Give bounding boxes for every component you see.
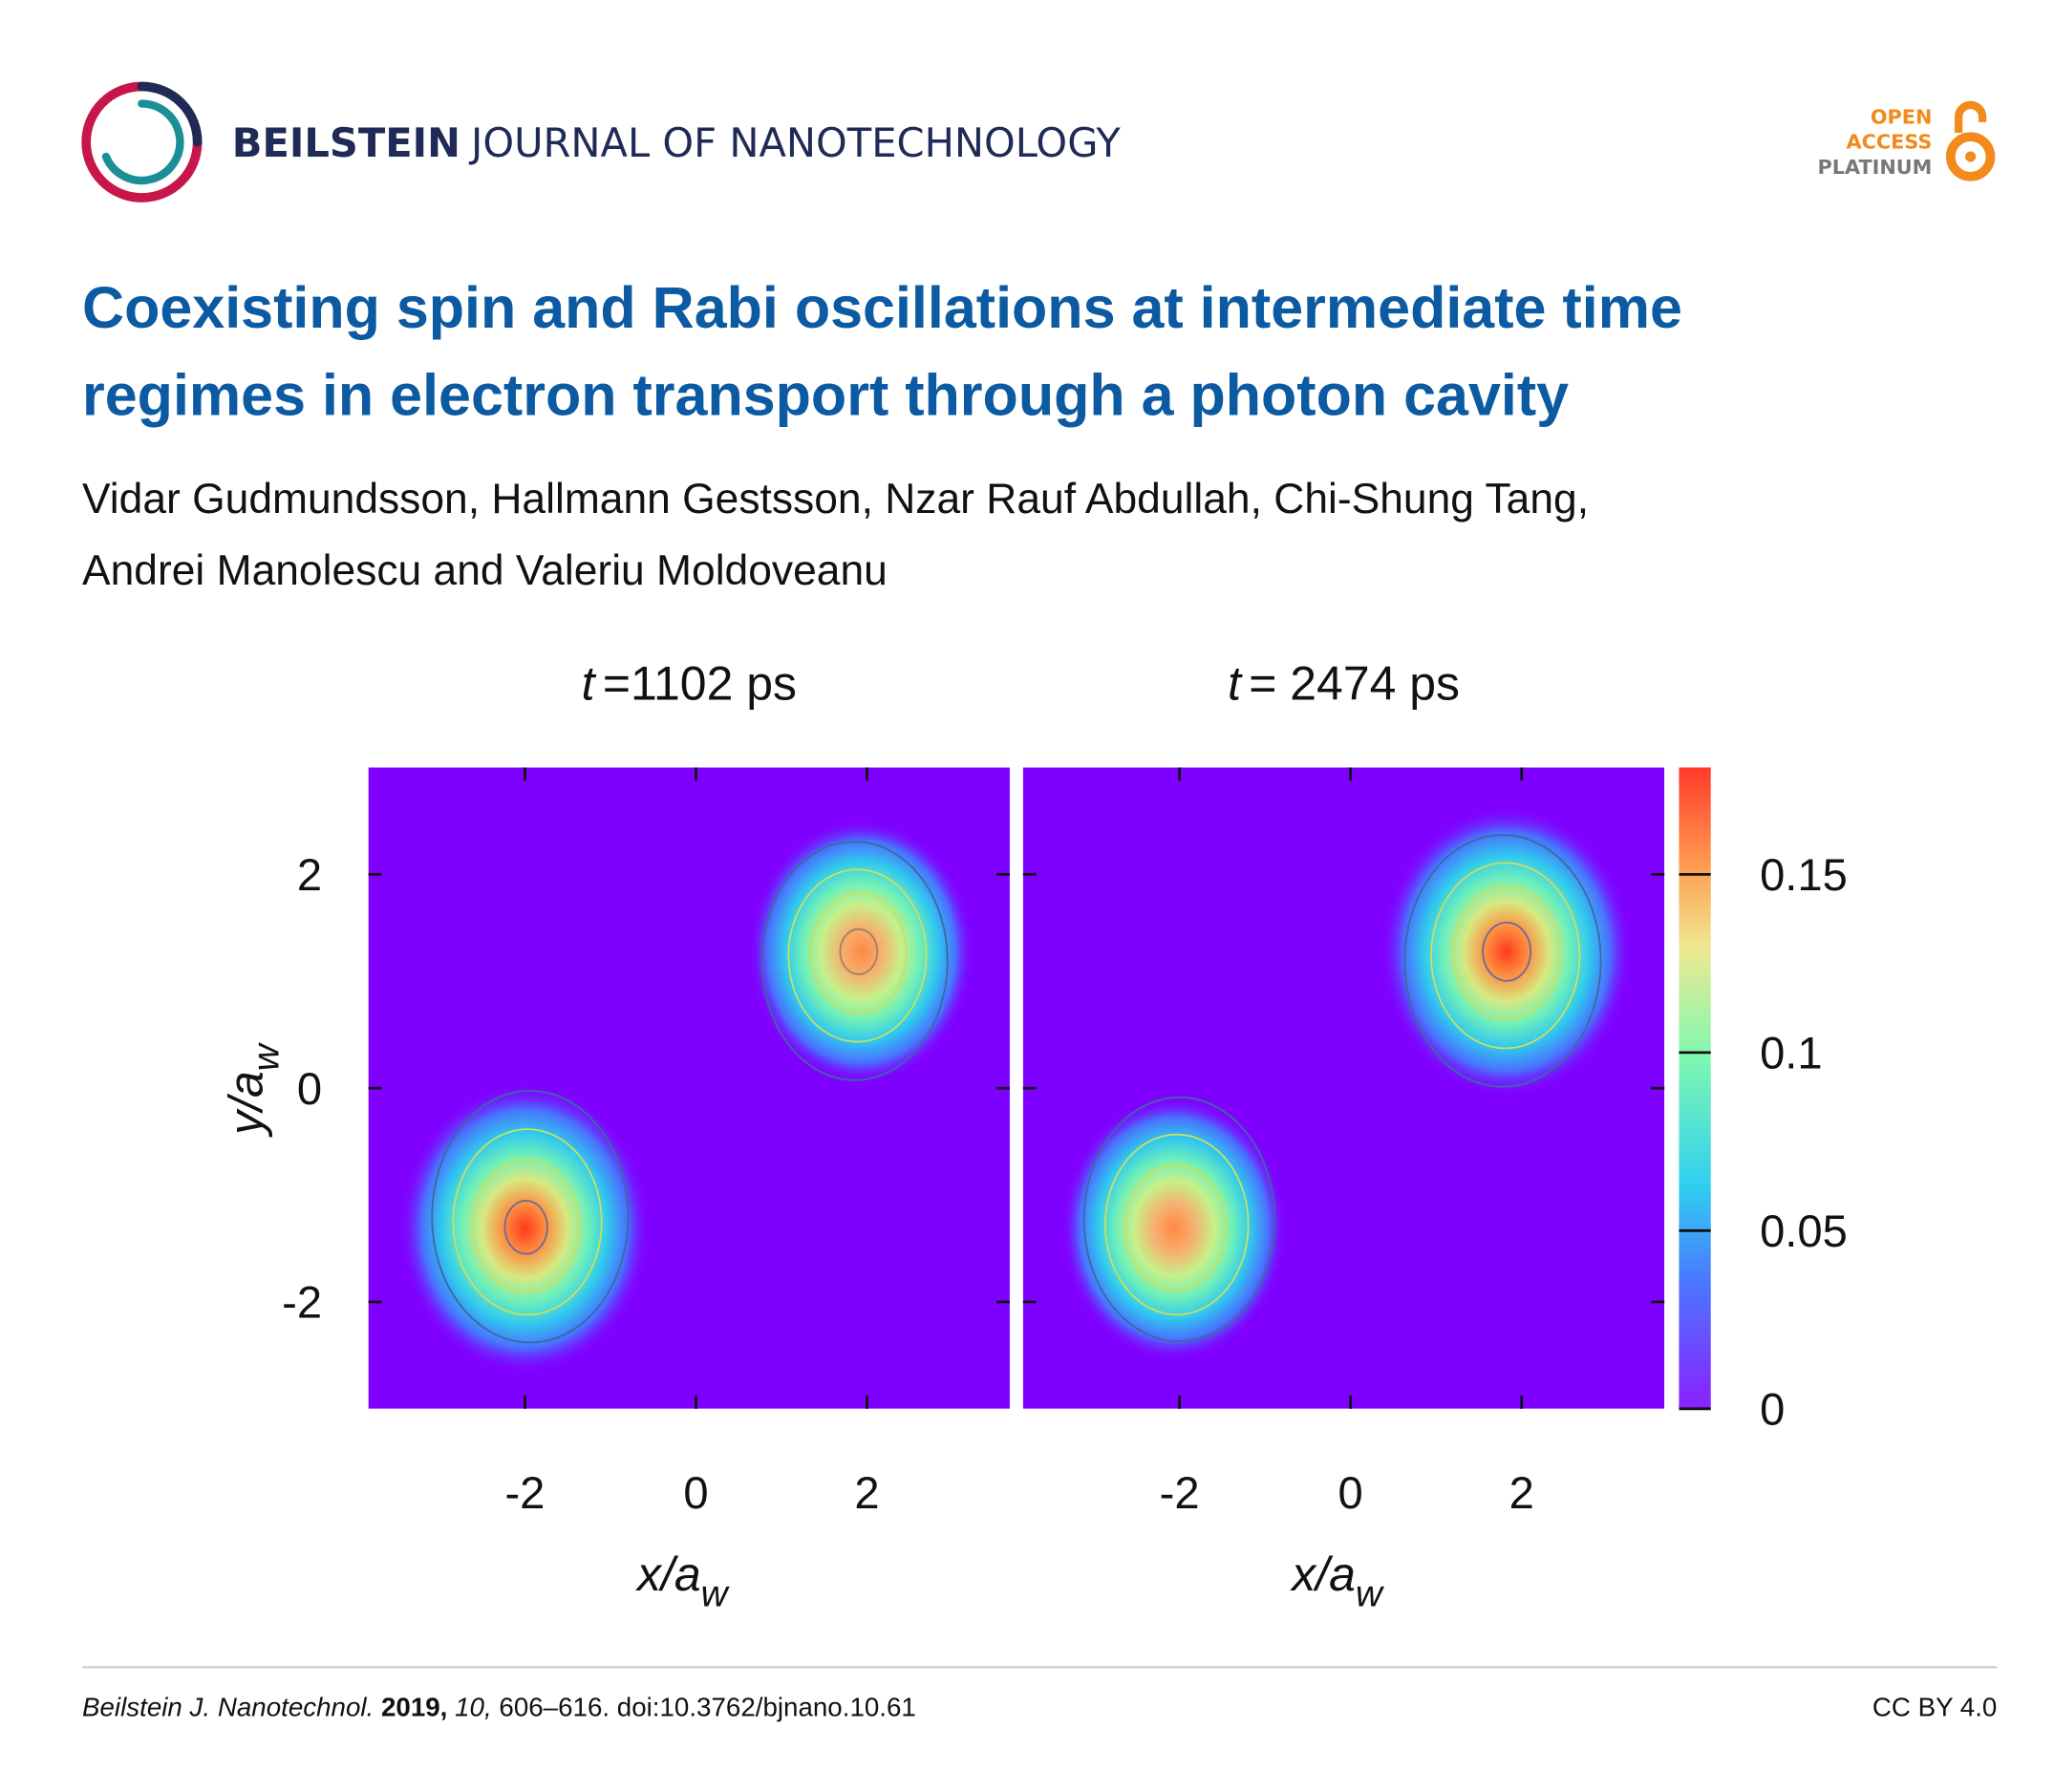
label-text: x/a xyxy=(1290,1547,1356,1601)
license: CC BY 4.0 xyxy=(1872,1693,1998,1722)
label-text: y/a xyxy=(220,1071,273,1138)
colorbar-tick-label: 0.05 xyxy=(1760,1205,1848,1256)
y-tick-label: -2 xyxy=(282,1277,322,1328)
label-text: x/a xyxy=(635,1547,701,1601)
authors-line: Andrei Manolescu and Valeriu Moldoveanu xyxy=(82,547,888,594)
heatmap-panel xyxy=(368,767,1010,1409)
panel-var: t xyxy=(1228,657,1243,711)
x-axis-label: x/aw xyxy=(1290,1547,1385,1615)
citation-journal: Beilstein J. Nanotechnol. xyxy=(82,1693,374,1722)
x-axis-label: x/aw xyxy=(635,1547,731,1615)
logo xyxy=(81,81,203,203)
panel-label: = 2474 ps xyxy=(1249,657,1460,711)
citation-volume: 10, xyxy=(455,1693,492,1722)
x-tick-label: 2 xyxy=(854,1467,879,1518)
panel-label: =1102 ps xyxy=(603,657,797,711)
panel-title: t = 2474 ps xyxy=(1228,657,1460,711)
x-tick-label: -2 xyxy=(504,1467,545,1518)
journal-name: BEILSTEIN JOURNAL OF NANOTECHNOLOGY xyxy=(232,119,1122,166)
colorbar xyxy=(1679,767,1711,1409)
y-tick-label: 2 xyxy=(297,849,322,900)
citation: Beilstein J. Nanotechnol. 2019, 10, 606–… xyxy=(82,1693,916,1722)
citation-rest: 606–616. doi:10.3762/bjnano.10.61 xyxy=(499,1693,915,1722)
citation-year: 2019, xyxy=(381,1693,447,1722)
journal-rest: JOURNAL OF NANOTECHNOLOGY xyxy=(468,119,1121,166)
x-tick-label: 2 xyxy=(1509,1467,1534,1518)
x-tick-label: 0 xyxy=(683,1467,708,1518)
badge-text: OPEN xyxy=(1871,105,1933,128)
authors-line: Vidar Gudmundsson, Hallmann Gestsson, Nz… xyxy=(82,476,1589,523)
label-sub: w xyxy=(1356,1573,1385,1614)
x-tick-label: -2 xyxy=(1160,1467,1200,1518)
x-tick-label: 0 xyxy=(1338,1467,1363,1518)
colorbar-tick-label: 0.15 xyxy=(1760,849,1848,900)
label-sub: w xyxy=(701,1573,731,1614)
badge-text: ACCESS xyxy=(1847,131,1933,154)
heatmap-panel xyxy=(1022,767,1665,1409)
badge-text: PLATINUM xyxy=(1817,156,1932,179)
title-line: Coexisting spin and Rabi oscillations at… xyxy=(82,275,1682,340)
journal-bold: BEILSTEIN xyxy=(232,119,460,166)
y-tick-label: 0 xyxy=(297,1063,322,1114)
y-axis-label: y/aw xyxy=(220,1041,288,1138)
panel-var: t xyxy=(582,657,597,711)
title-line: regimes in electron transport through a … xyxy=(82,362,1569,427)
colorbar-tick-label: 0.1 xyxy=(1760,1027,1823,1077)
panel-title: t =1102 ps xyxy=(582,657,797,711)
label-sub: w xyxy=(246,1041,287,1071)
oa-badge: OPEN ACCESS PLATINUM xyxy=(1817,100,1996,181)
colorbar-tick-label: 0 xyxy=(1760,1383,1785,1434)
